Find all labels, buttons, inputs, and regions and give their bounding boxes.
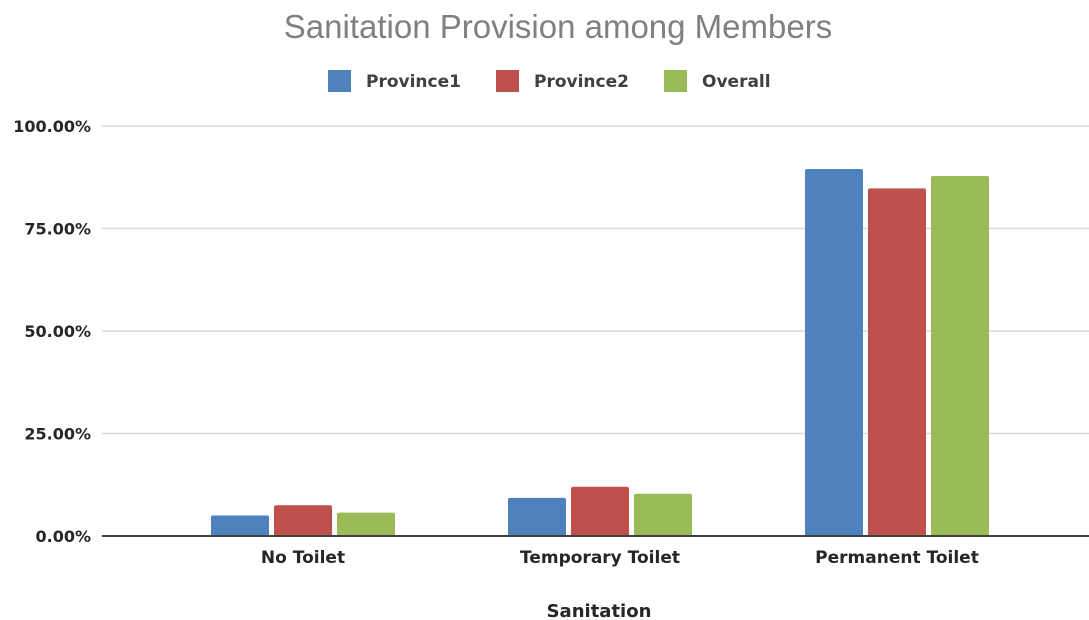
bar-overall-permanent-toilet	[931, 176, 989, 536]
legend: Province1 Province2 Overall	[328, 70, 771, 92]
bars	[211, 169, 989, 537]
legend-label: Overall	[702, 72, 771, 92]
y-tick-label: 100.00%	[13, 117, 91, 136]
x-axis-title: Sanitation	[547, 601, 652, 620]
legend-item-overall: Overall	[664, 70, 771, 92]
legend-label: Province1	[366, 72, 461, 92]
legend-label: Province2	[534, 72, 629, 92]
legend-item-province1: Province1	[328, 70, 461, 92]
legend-swatch	[328, 70, 351, 92]
x-category-label: Permanent Toilet	[815, 548, 979, 568]
x-category-label: Temporary Toilet	[520, 548, 680, 568]
y-tick-label: 75.00%	[24, 220, 91, 239]
bar-overall-temporary-toilet	[634, 493, 692, 536]
chart-title: Sanitation Provision among Members	[284, 8, 832, 45]
bar-overall-no-toilet	[337, 512, 395, 536]
bar-province1-temporary-toilet	[508, 497, 566, 536]
y-tick-label: 50.00%	[24, 322, 91, 341]
bar-province2-permanent-toilet	[868, 188, 926, 536]
bar-province2-temporary-toilet	[571, 486, 629, 536]
legend-swatch	[496, 70, 519, 92]
x-category-label: No Toilet	[261, 548, 345, 568]
bar-province2-no-toilet	[274, 505, 332, 536]
y-tick-label: 0.00%	[35, 527, 91, 546]
legend-item-province2: Province2	[496, 70, 629, 92]
legend-swatch	[664, 70, 687, 92]
bar-province1-permanent-toilet	[805, 169, 863, 537]
bar-province1-no-toilet	[211, 515, 269, 536]
y-axis-ticks: 0.00% 25.00% 50.00% 75.00% 100.00%	[13, 117, 91, 546]
y-tick-label: 25.00%	[24, 425, 91, 444]
x-axis-categories: No Toilet Temporary Toilet Permanent Toile…	[261, 548, 979, 568]
